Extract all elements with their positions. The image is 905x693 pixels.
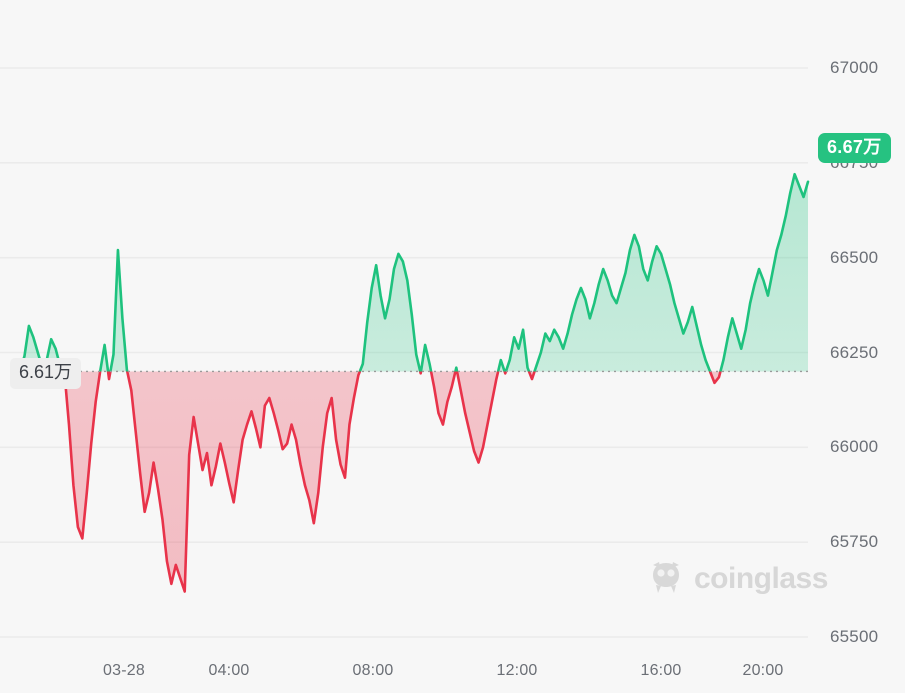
x-tick-label: 16:00	[640, 662, 682, 679]
baseline-price-label: 6.61万	[10, 358, 82, 390]
watermark-text: coinglass	[694, 561, 828, 595]
owl-logo-icon	[648, 558, 684, 599]
watermark: coinglass	[648, 558, 828, 599]
price-series	[18, 172, 810, 593]
area-fill-up	[20, 174, 808, 372]
price-line-down	[61, 371, 722, 593]
x-tick-label: 20:00	[742, 662, 784, 679]
y-tick-label: 66250	[830, 342, 879, 362]
x-tick-label: 03-28	[103, 662, 145, 679]
y-tick-label: 65750	[830, 532, 879, 552]
y-tick-label: 65500	[830, 627, 879, 646]
area-fill-down	[20, 371, 808, 592]
price-line-up	[18, 172, 810, 372]
y-tick-label: 67000	[830, 58, 879, 77]
gridlines	[0, 67, 808, 638]
x-tick-label: 12:00	[496, 662, 538, 679]
y-tick-label: 66000	[830, 437, 879, 457]
y-tick-label: 66500	[830, 247, 879, 267]
x-tick-label: 04:00	[208, 662, 250, 679]
x-tick-label: 08:00	[352, 662, 394, 679]
last-price-badge: 6.67万	[818, 133, 891, 163]
